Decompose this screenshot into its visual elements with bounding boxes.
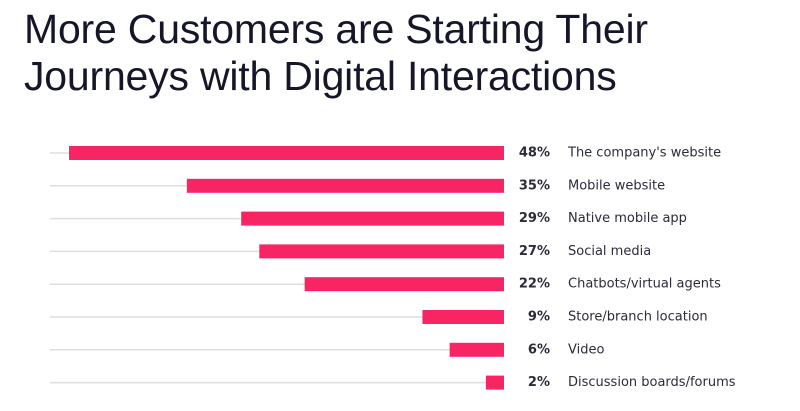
bar [241,211,504,226]
bar [485,375,504,390]
value-label: 2% [528,375,550,390]
bar [69,146,504,160]
bar [449,342,504,357]
chart-title: More Customers are Starting Their Journe… [24,6,648,99]
category-label: Discussion boards/forums [568,375,736,390]
category-label: The company's website [567,146,721,161]
category-label: Chatbots/virtual agents [568,277,721,292]
bar [186,178,504,193]
bar [259,244,504,259]
value-label: 48% [519,146,550,161]
value-label: 29% [519,211,550,226]
value-label: 27% [519,244,550,259]
category-label: Social media [568,244,651,259]
value-label: 35% [519,178,550,193]
value-label: 9% [528,310,550,325]
bar [304,277,504,292]
category-label: Video [568,342,604,357]
category-label: Native mobile app [568,211,687,226]
bar [422,310,504,324]
value-label: 6% [528,342,550,357]
category-label: Store/branch location [568,310,708,325]
category-label: Mobile website [568,178,665,193]
value-label: 22% [519,277,550,292]
